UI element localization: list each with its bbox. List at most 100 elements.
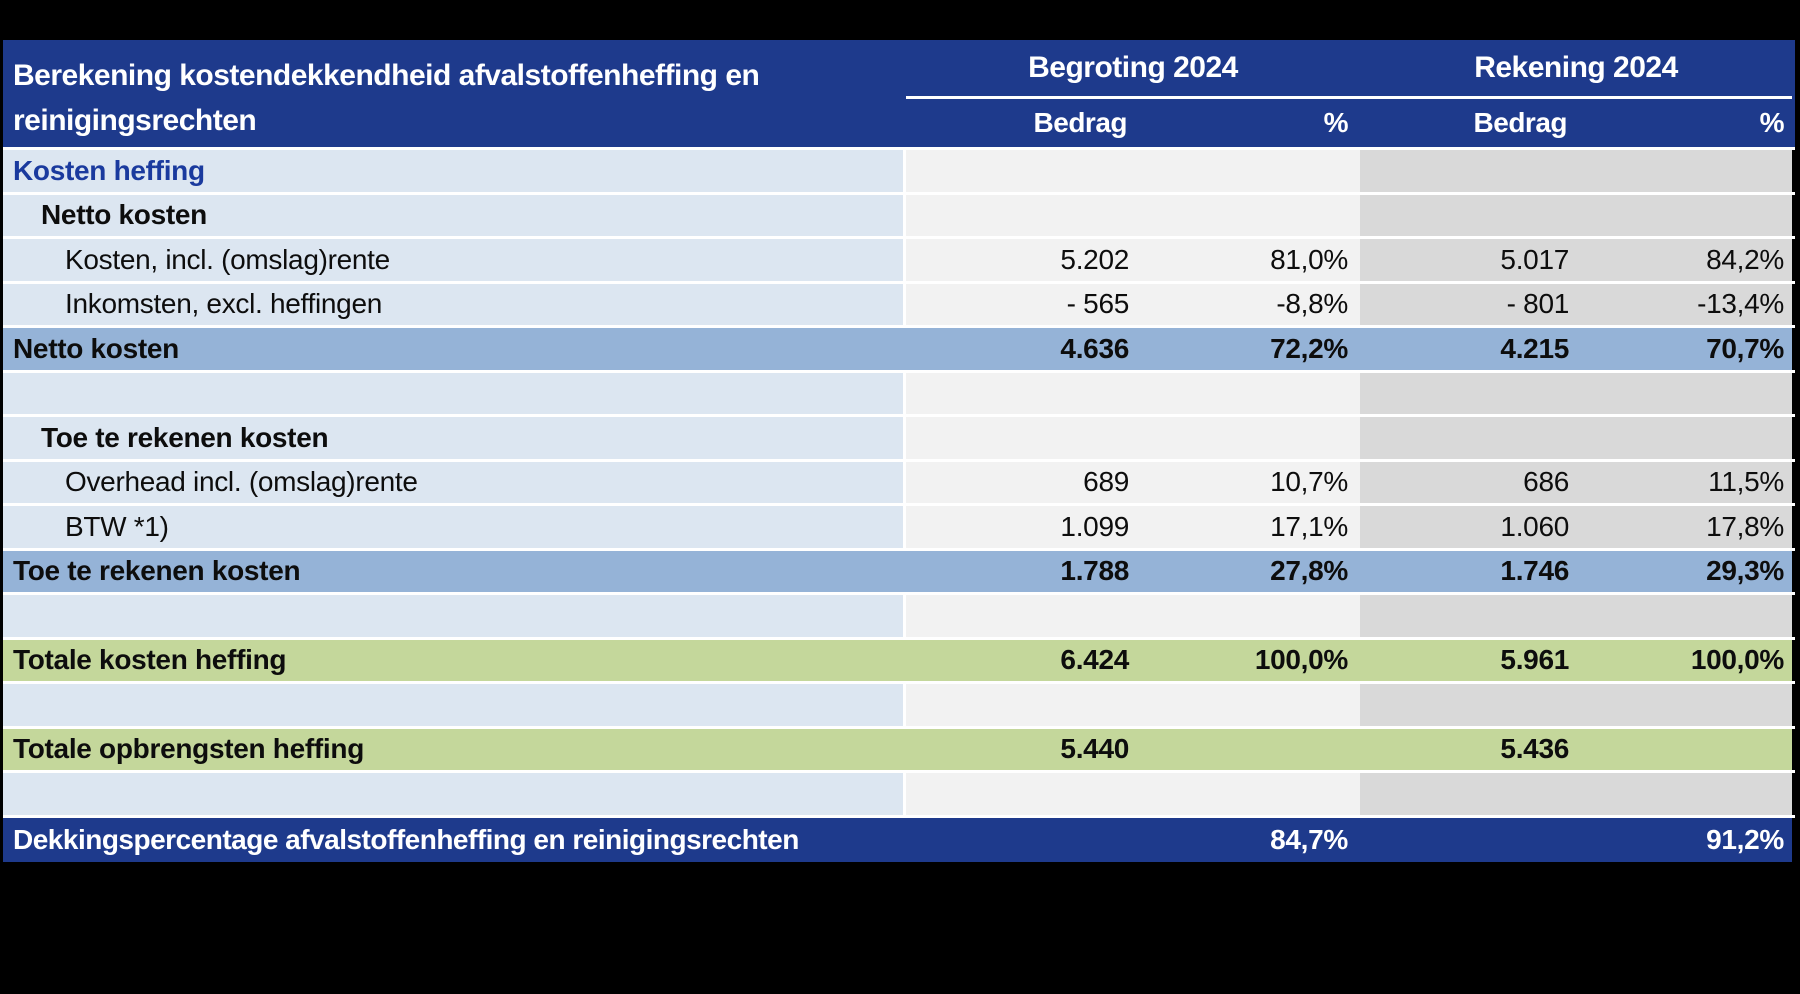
begroting-bedrag-cell: [906, 372, 1145, 414]
begroting-bedrag-cell: [906, 773, 1145, 815]
begroting-bedrag-cell: 1.099: [906, 506, 1145, 548]
row-label: Overhead incl. (omslag)rente: [3, 461, 906, 503]
begroting-bedrag-cell: [906, 417, 1145, 459]
table-row-blank-10: [3, 595, 1795, 640]
table-row-totale-opbrengsten-heffing: Totale opbrengsten heffing 5.440 5.436: [3, 728, 1795, 773]
column-group-begroting: Begroting 2024: [1028, 51, 1238, 84]
rekening-bedrag-cell: 1.060: [1360, 506, 1585, 548]
subheader-bedrag-rekening: Bedrag: [1473, 107, 1568, 138]
row-label: Netto kosten: [3, 194, 906, 236]
rekening-pct-cell: 91,2%: [1585, 817, 1792, 862]
column-group-row: Begroting 2024 Rekening 2024: [906, 40, 1792, 96]
rekening-bedrag-cell: - 801: [1360, 283, 1585, 325]
begroting-pct-cell: [1145, 595, 1360, 637]
rekening-bedrag-cell: 5.436: [1360, 728, 1585, 770]
table-row-totale-kosten-heffing: Totale kosten heffing 6.424 100,0% 5.961 100…: [3, 639, 1795, 684]
subheader-pct-begroting: %: [1323, 107, 1349, 138]
table-row-kosten-heffing: Kosten heffing: [3, 150, 1795, 195]
row-label: Netto kosten: [3, 328, 906, 370]
table-row-kosten-incl-omslag-rente: Kosten, incl. (omslag)rente 5.202 81,0% 5.0…: [3, 239, 1795, 284]
begroting-pct-cell: [1145, 684, 1360, 726]
begroting-bedrag-cell: 4.636: [906, 328, 1145, 370]
row-label: [3, 684, 906, 726]
rekening-bedrag-cell: [1360, 194, 1585, 236]
begroting-pct-cell: 27,8%: [1145, 550, 1360, 592]
table-row-toe-te-rekenen-kosten: Toe te rekenen kosten: [3, 417, 1795, 462]
row-label: Toe te rekenen kosten: [3, 417, 906, 459]
table-body: Kosten heffing Netto kosten Kosten, incl. …: [3, 150, 1795, 862]
row-label: Totale kosten heffing: [3, 639, 906, 681]
table-title-line1: Berekening kostendekkendheid afvalstoffe…: [13, 59, 760, 92]
subheader-pct-rekening: %: [1759, 107, 1785, 138]
row-label: Kosten, incl. (omslag)rente: [3, 239, 906, 281]
rekening-pct-cell: [1585, 773, 1792, 815]
table-row-toe-te-rekenen-kosten: Toe te rekenen kosten 1.788 27,8% 1.746 29,3…: [3, 550, 1795, 595]
begroting-pct-cell: [1145, 417, 1360, 459]
row-label: Inkomsten, excl. heffingen: [3, 283, 906, 325]
begroting-bedrag-cell: 5.202: [906, 239, 1145, 281]
row-label: Totale opbrengsten heffing: [3, 728, 906, 770]
table-row-blank-14: [3, 773, 1795, 818]
begroting-pct-cell: 10,7%: [1145, 461, 1360, 503]
table-title-line2: reinigingsrechten: [13, 104, 257, 137]
begroting-pct-cell: 100,0%: [1145, 639, 1360, 681]
rekening-bedrag-cell: 1.746: [1360, 550, 1585, 592]
subheader-bedrag-begroting: Bedrag: [1033, 107, 1128, 138]
rekening-pct-cell: [1585, 595, 1792, 637]
begroting-bedrag-cell: 5.440: [906, 728, 1145, 770]
cost-coverage-table: Berekening kostendekkendheid afvalstoffe…: [0, 40, 1795, 862]
rekening-pct-cell: [1585, 150, 1792, 192]
row-label: Toe te rekenen kosten: [3, 550, 906, 592]
row-label: [3, 773, 906, 815]
table-row-netto-kosten: Netto kosten 4.636 72,2% 4.215 70,7%: [3, 328, 1795, 373]
begroting-pct-cell: 81,0%: [1145, 239, 1360, 281]
rekening-bedrag-cell: [1360, 595, 1585, 637]
table-row-netto-kosten: Netto kosten: [3, 194, 1795, 239]
table-title: Berekening kostendekkendheid afvalstoffe…: [3, 40, 906, 147]
begroting-pct-cell: [1145, 372, 1360, 414]
row-label: BTW *1): [3, 506, 906, 548]
begroting-bedrag-cell: 689: [906, 461, 1145, 503]
table-row-dekkingspercentage-afvalstoffenheffing-en-reinigingsrechten: Dekkingspercentage afvalstoffenheffing e…: [3, 817, 1795, 862]
rekening-bedrag-cell: [1360, 150, 1585, 192]
rekening-pct-cell: [1585, 417, 1792, 459]
begroting-pct-cell: 84,7%: [1145, 817, 1360, 862]
begroting-pct-cell: -8,8%: [1145, 283, 1360, 325]
rekening-bedrag-cell: [1360, 773, 1585, 815]
begroting-pct-cell: [1145, 150, 1360, 192]
rekening-bedrag-cell: 5.961: [1360, 639, 1585, 681]
rekening-pct-cell: [1585, 728, 1792, 770]
begroting-pct-cell: [1145, 773, 1360, 815]
rekening-bedrag-cell: 5.017: [1360, 239, 1585, 281]
begroting-pct-cell: [1145, 728, 1360, 770]
rekening-bedrag-cell: [1360, 684, 1585, 726]
table-row-inkomsten-excl-heffingen: Inkomsten, excl. heffingen - 565 -8,8% - 80…: [3, 283, 1795, 328]
rekening-pct-cell: 84,2%: [1585, 239, 1792, 281]
begroting-pct-cell: 72,2%: [1145, 328, 1360, 370]
rekening-pct-cell: [1585, 684, 1792, 726]
rekening-bedrag-cell: 4.215: [1360, 328, 1585, 370]
rekening-pct-cell: 11,5%: [1585, 461, 1792, 503]
begroting-bedrag-cell: [906, 684, 1145, 726]
begroting-bedrag-cell: [906, 595, 1145, 637]
begroting-bedrag-cell: 1.788: [906, 550, 1145, 592]
row-label: [3, 372, 906, 414]
table-row-blank-12: [3, 684, 1795, 729]
row-label: Kosten heffing: [3, 150, 906, 192]
rekening-pct-cell: [1585, 194, 1792, 236]
begroting-bedrag-cell: [906, 817, 1145, 862]
table-row-blank-5: [3, 372, 1795, 417]
rekening-bedrag-cell: 686: [1360, 461, 1585, 503]
begroting-bedrag-cell: - 565: [906, 283, 1145, 325]
table-row-overhead-incl-omslag-rente: Overhead incl. (omslag)rente 689 10,7% 686 1…: [3, 461, 1795, 506]
begroting-bedrag-cell: 6.424: [906, 639, 1145, 681]
rekening-pct-cell: 100,0%: [1585, 639, 1792, 681]
rekening-bedrag-cell: [1360, 372, 1585, 414]
begroting-pct-cell: 17,1%: [1145, 506, 1360, 548]
sub-header-row: Bedrag % Bedrag %: [906, 96, 1792, 147]
rekening-bedrag-cell: [1360, 817, 1585, 862]
rekening-pct-cell: [1585, 372, 1792, 414]
rekening-pct-cell: 29,3%: [1585, 550, 1792, 592]
rekening-pct-cell: 17,8%: [1585, 506, 1792, 548]
